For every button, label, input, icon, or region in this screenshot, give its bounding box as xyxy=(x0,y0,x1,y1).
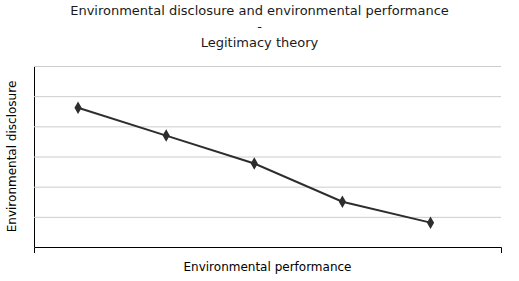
plot-area xyxy=(34,67,502,254)
line xyxy=(78,108,430,223)
title-line: - xyxy=(257,19,262,34)
point xyxy=(339,196,346,208)
y-axis-title: Environmental disclosure xyxy=(5,81,19,233)
y-tick xyxy=(34,126,501,127)
grid-line xyxy=(34,96,501,97)
point xyxy=(74,102,81,114)
y-axis xyxy=(34,67,501,248)
title-line: Environmental disclosure and environment… xyxy=(70,3,449,18)
title: Environmental disclosure and environment… xyxy=(70,3,449,50)
grid-line xyxy=(34,157,501,158)
y-tick xyxy=(34,96,501,97)
grid-line xyxy=(34,126,501,127)
point xyxy=(427,216,434,228)
title-line: Legitimacy theory xyxy=(201,35,319,50)
chart: Environmental disclosure and environment… xyxy=(0,0,519,281)
x-axis xyxy=(35,248,502,254)
y-tick xyxy=(34,66,501,67)
grid-line xyxy=(34,66,501,67)
y-tick xyxy=(34,187,501,188)
marks xyxy=(74,102,434,229)
point xyxy=(163,129,170,141)
x-axis-title: Environmental performance xyxy=(184,260,352,274)
y-axis-line xyxy=(35,67,502,248)
grid-line xyxy=(34,187,501,188)
x-axis-line xyxy=(35,248,502,254)
y-tick xyxy=(34,157,501,158)
point xyxy=(251,157,258,169)
